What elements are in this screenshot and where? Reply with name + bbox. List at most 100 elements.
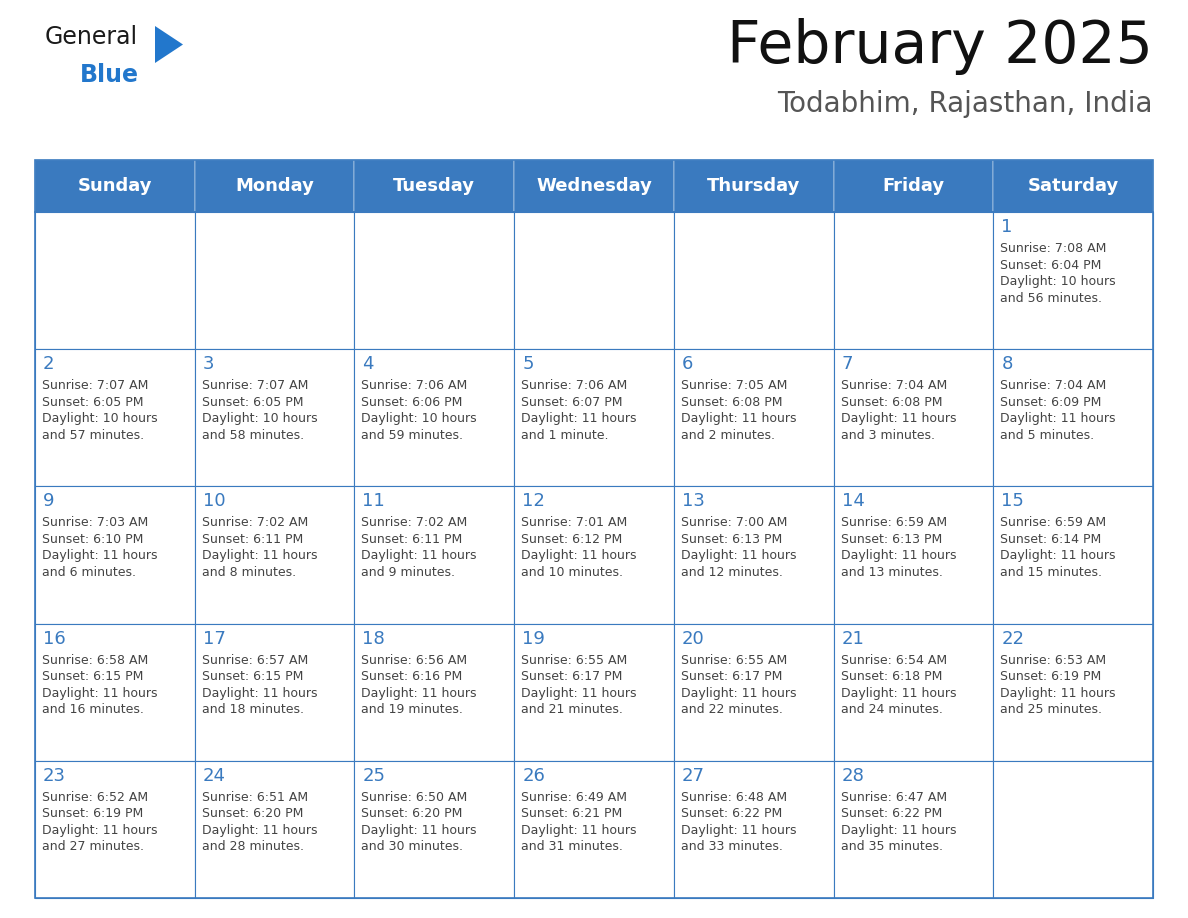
Bar bbox=[674, 349, 834, 487]
Bar bbox=[834, 487, 993, 623]
Bar bbox=[34, 761, 195, 898]
Bar bbox=[354, 349, 514, 487]
Text: Sunrise: 6:56 AM
Sunset: 6:16 PM
Daylight: 11 hours
and 19 minutes.: Sunrise: 6:56 AM Sunset: 6:16 PM Dayligh… bbox=[361, 654, 476, 716]
Text: 21: 21 bbox=[841, 630, 865, 647]
Bar bbox=[354, 487, 514, 623]
Bar bbox=[34, 212, 1154, 898]
Bar bbox=[195, 212, 354, 349]
Text: 11: 11 bbox=[362, 492, 385, 510]
Text: 25: 25 bbox=[362, 767, 385, 785]
Bar bbox=[195, 487, 354, 623]
Text: 19: 19 bbox=[523, 630, 545, 647]
Bar bbox=[514, 761, 674, 898]
Text: 28: 28 bbox=[841, 767, 865, 785]
Text: Sunrise: 6:55 AM
Sunset: 6:17 PM
Daylight: 11 hours
and 22 minutes.: Sunrise: 6:55 AM Sunset: 6:17 PM Dayligh… bbox=[681, 654, 796, 716]
Text: 20: 20 bbox=[682, 630, 704, 647]
Text: Sunrise: 6:59 AM
Sunset: 6:13 PM
Daylight: 11 hours
and 13 minutes.: Sunrise: 6:59 AM Sunset: 6:13 PM Dayligh… bbox=[841, 517, 956, 579]
Bar bbox=[34, 160, 195, 212]
Text: Sunrise: 6:55 AM
Sunset: 6:17 PM
Daylight: 11 hours
and 21 minutes.: Sunrise: 6:55 AM Sunset: 6:17 PM Dayligh… bbox=[522, 654, 637, 716]
Bar bbox=[993, 623, 1154, 761]
Text: Sunrise: 6:57 AM
Sunset: 6:15 PM
Daylight: 11 hours
and 18 minutes.: Sunrise: 6:57 AM Sunset: 6:15 PM Dayligh… bbox=[202, 654, 317, 716]
Bar bbox=[834, 349, 993, 487]
Bar bbox=[514, 487, 674, 623]
Text: Friday: Friday bbox=[883, 177, 944, 195]
Bar bbox=[993, 212, 1154, 349]
Text: 15: 15 bbox=[1001, 492, 1024, 510]
Text: 27: 27 bbox=[682, 767, 704, 785]
Bar bbox=[674, 623, 834, 761]
Bar bbox=[514, 160, 674, 212]
Bar bbox=[514, 212, 674, 349]
Bar bbox=[195, 623, 354, 761]
Bar bbox=[834, 212, 993, 349]
Bar bbox=[354, 160, 514, 212]
Text: 16: 16 bbox=[43, 630, 65, 647]
Bar bbox=[34, 349, 195, 487]
Bar bbox=[195, 160, 354, 212]
Bar bbox=[993, 761, 1154, 898]
Text: Sunrise: 6:48 AM
Sunset: 6:22 PM
Daylight: 11 hours
and 33 minutes.: Sunrise: 6:48 AM Sunset: 6:22 PM Dayligh… bbox=[681, 790, 796, 854]
Text: 18: 18 bbox=[362, 630, 385, 647]
Bar bbox=[354, 761, 514, 898]
Polygon shape bbox=[154, 26, 183, 63]
Text: Sunrise: 7:03 AM
Sunset: 6:10 PM
Daylight: 11 hours
and 6 minutes.: Sunrise: 7:03 AM Sunset: 6:10 PM Dayligh… bbox=[42, 517, 158, 579]
Text: Sunrise: 7:07 AM
Sunset: 6:05 PM
Daylight: 10 hours
and 58 minutes.: Sunrise: 7:07 AM Sunset: 6:05 PM Dayligh… bbox=[202, 379, 317, 442]
Bar bbox=[834, 761, 993, 898]
Bar bbox=[195, 761, 354, 898]
Text: Todabhim, Rajasthan, India: Todabhim, Rajasthan, India bbox=[777, 90, 1154, 118]
Text: Sunrise: 7:05 AM
Sunset: 6:08 PM
Daylight: 11 hours
and 2 minutes.: Sunrise: 7:05 AM Sunset: 6:08 PM Dayligh… bbox=[681, 379, 796, 442]
Text: 7: 7 bbox=[841, 355, 853, 374]
Text: Blue: Blue bbox=[80, 63, 139, 87]
Bar bbox=[674, 487, 834, 623]
Text: Sunrise: 7:06 AM
Sunset: 6:07 PM
Daylight: 11 hours
and 1 minute.: Sunrise: 7:06 AM Sunset: 6:07 PM Dayligh… bbox=[522, 379, 637, 442]
Text: Sunrise: 7:02 AM
Sunset: 6:11 PM
Daylight: 11 hours
and 8 minutes.: Sunrise: 7:02 AM Sunset: 6:11 PM Dayligh… bbox=[202, 517, 317, 579]
Text: Sunrise: 6:53 AM
Sunset: 6:19 PM
Daylight: 11 hours
and 25 minutes.: Sunrise: 6:53 AM Sunset: 6:19 PM Dayligh… bbox=[1000, 654, 1116, 716]
Bar bbox=[354, 212, 514, 349]
Bar bbox=[834, 623, 993, 761]
Text: Sunrise: 6:59 AM
Sunset: 6:14 PM
Daylight: 11 hours
and 15 minutes.: Sunrise: 6:59 AM Sunset: 6:14 PM Dayligh… bbox=[1000, 517, 1116, 579]
Text: 17: 17 bbox=[203, 630, 226, 647]
Text: Saturday: Saturday bbox=[1028, 177, 1119, 195]
Text: 4: 4 bbox=[362, 355, 374, 374]
Text: 6: 6 bbox=[682, 355, 694, 374]
Text: Sunrise: 7:04 AM
Sunset: 6:08 PM
Daylight: 11 hours
and 3 minutes.: Sunrise: 7:04 AM Sunset: 6:08 PM Dayligh… bbox=[841, 379, 956, 442]
Text: General: General bbox=[45, 25, 138, 49]
Bar bbox=[674, 212, 834, 349]
Text: Sunrise: 7:06 AM
Sunset: 6:06 PM
Daylight: 10 hours
and 59 minutes.: Sunrise: 7:06 AM Sunset: 6:06 PM Dayligh… bbox=[361, 379, 478, 442]
Text: Sunday: Sunday bbox=[77, 177, 152, 195]
Text: Sunrise: 6:49 AM
Sunset: 6:21 PM
Daylight: 11 hours
and 31 minutes.: Sunrise: 6:49 AM Sunset: 6:21 PM Dayligh… bbox=[522, 790, 637, 854]
Text: 2: 2 bbox=[43, 355, 55, 374]
Text: 13: 13 bbox=[682, 492, 704, 510]
Text: Wednesday: Wednesday bbox=[536, 177, 652, 195]
Text: Sunrise: 6:52 AM
Sunset: 6:19 PM
Daylight: 11 hours
and 27 minutes.: Sunrise: 6:52 AM Sunset: 6:19 PM Dayligh… bbox=[42, 790, 158, 854]
Bar bbox=[834, 160, 993, 212]
Text: Sunrise: 7:08 AM
Sunset: 6:04 PM
Daylight: 10 hours
and 56 minutes.: Sunrise: 7:08 AM Sunset: 6:04 PM Dayligh… bbox=[1000, 242, 1116, 305]
Text: Tuesday: Tuesday bbox=[393, 177, 475, 195]
Text: Sunrise: 6:47 AM
Sunset: 6:22 PM
Daylight: 11 hours
and 35 minutes.: Sunrise: 6:47 AM Sunset: 6:22 PM Dayligh… bbox=[841, 790, 956, 854]
Text: Sunrise: 7:02 AM
Sunset: 6:11 PM
Daylight: 11 hours
and 9 minutes.: Sunrise: 7:02 AM Sunset: 6:11 PM Dayligh… bbox=[361, 517, 476, 579]
Bar bbox=[674, 761, 834, 898]
Text: Sunrise: 6:50 AM
Sunset: 6:20 PM
Daylight: 11 hours
and 30 minutes.: Sunrise: 6:50 AM Sunset: 6:20 PM Dayligh… bbox=[361, 790, 476, 854]
Bar bbox=[195, 349, 354, 487]
Text: Sunrise: 7:07 AM
Sunset: 6:05 PM
Daylight: 10 hours
and 57 minutes.: Sunrise: 7:07 AM Sunset: 6:05 PM Dayligh… bbox=[42, 379, 158, 442]
Bar bbox=[34, 487, 195, 623]
Bar bbox=[993, 349, 1154, 487]
Text: 12: 12 bbox=[523, 492, 545, 510]
Bar bbox=[354, 623, 514, 761]
Text: February 2025: February 2025 bbox=[727, 18, 1154, 75]
Bar bbox=[674, 160, 834, 212]
Bar bbox=[34, 623, 195, 761]
Text: Sunrise: 6:51 AM
Sunset: 6:20 PM
Daylight: 11 hours
and 28 minutes.: Sunrise: 6:51 AM Sunset: 6:20 PM Dayligh… bbox=[202, 790, 317, 854]
Text: Monday: Monday bbox=[235, 177, 314, 195]
Text: Sunrise: 7:00 AM
Sunset: 6:13 PM
Daylight: 11 hours
and 12 minutes.: Sunrise: 7:00 AM Sunset: 6:13 PM Dayligh… bbox=[681, 517, 796, 579]
Text: 1: 1 bbox=[1001, 218, 1012, 236]
Text: 23: 23 bbox=[43, 767, 67, 785]
Text: Sunrise: 6:54 AM
Sunset: 6:18 PM
Daylight: 11 hours
and 24 minutes.: Sunrise: 6:54 AM Sunset: 6:18 PM Dayligh… bbox=[841, 654, 956, 716]
Text: 24: 24 bbox=[203, 767, 226, 785]
Bar bbox=[514, 349, 674, 487]
Text: Thursday: Thursday bbox=[707, 177, 801, 195]
Text: 26: 26 bbox=[523, 767, 545, 785]
Text: Sunrise: 7:04 AM
Sunset: 6:09 PM
Daylight: 11 hours
and 5 minutes.: Sunrise: 7:04 AM Sunset: 6:09 PM Dayligh… bbox=[1000, 379, 1116, 442]
Bar bbox=[34, 212, 195, 349]
Text: Sunrise: 7:01 AM
Sunset: 6:12 PM
Daylight: 11 hours
and 10 minutes.: Sunrise: 7:01 AM Sunset: 6:12 PM Dayligh… bbox=[522, 517, 637, 579]
